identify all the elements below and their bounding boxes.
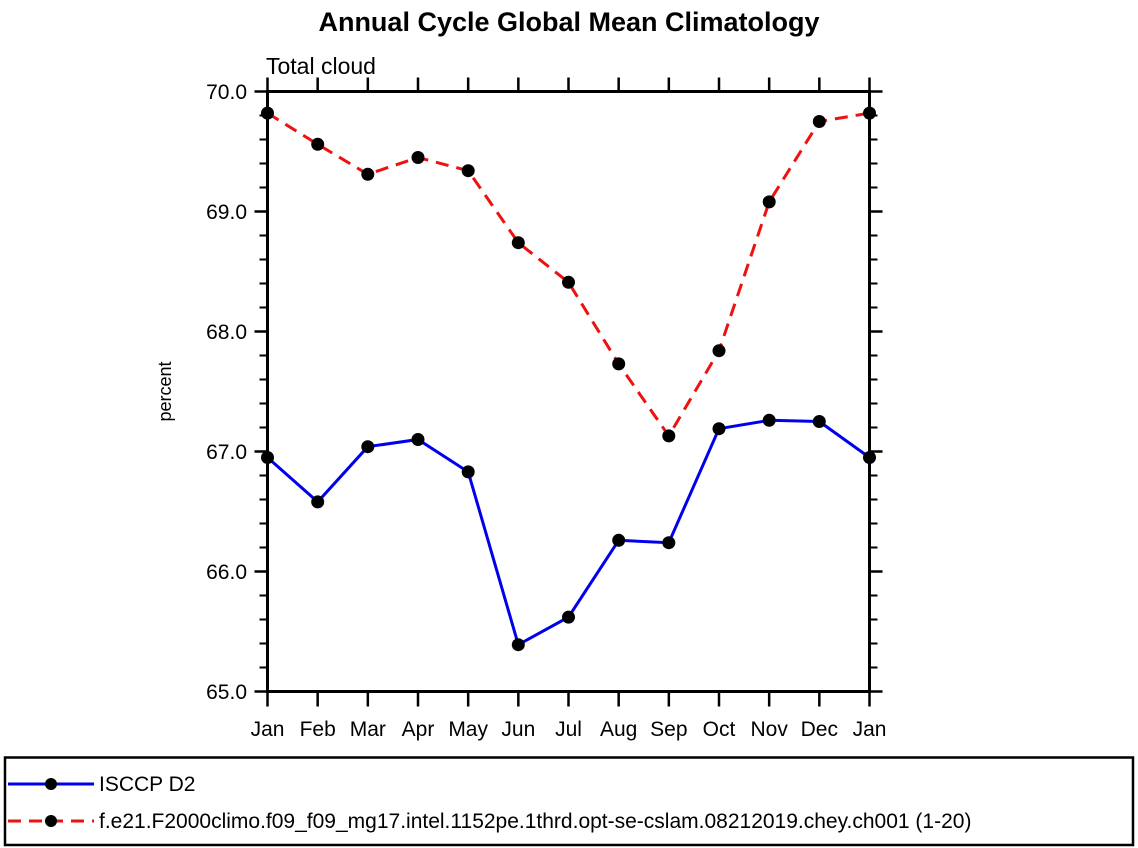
x-tick-label: Jul xyxy=(555,718,582,741)
legend-label-obs: ISCCP D2 xyxy=(99,773,195,796)
legend: ISCCP D2 f.e21.F2000climo.f09_f09_mg17.i… xyxy=(3,756,1135,847)
chart-title: Annual Cycle Global Mean Climatology xyxy=(318,7,819,37)
y-tick-label: 66.0 xyxy=(206,561,247,584)
legend-box xyxy=(3,756,1135,847)
series-1-marker xyxy=(562,275,575,289)
x-tick-label: Mar xyxy=(350,718,386,741)
x-tick-label: Jan xyxy=(853,718,887,741)
series-0-marker xyxy=(261,451,274,464)
series-0-marker xyxy=(863,451,876,464)
series-0-marker xyxy=(662,536,676,550)
x-tick-label: Aug xyxy=(600,718,637,741)
series-0-marker xyxy=(411,433,425,446)
x-tick-label: Sep xyxy=(650,718,687,741)
series-line-1 xyxy=(266,111,870,439)
series-1-marker xyxy=(411,151,425,164)
series-1-marker xyxy=(261,106,274,120)
series-0-marker xyxy=(762,413,776,427)
series-1-marker xyxy=(511,236,525,250)
chart-subtitle: Total cloud xyxy=(266,53,376,79)
y-tick-label: 65.0 xyxy=(206,681,247,704)
series-1-marker xyxy=(662,429,676,443)
series-1-marker xyxy=(762,195,776,209)
series-0-marker xyxy=(612,533,626,547)
y-tick-label: 69.0 xyxy=(206,201,247,224)
series-0-marker xyxy=(562,610,575,624)
x-tick-label: Feb xyxy=(300,718,336,741)
legend-label-model: f.e21.F2000climo.f09_f09_mg17.intel.1152… xyxy=(99,810,971,833)
legend-entry-model: f.e21.F2000climo.f09_f09_mg17.intel.1152… xyxy=(8,810,971,833)
series-0-marker xyxy=(812,415,826,428)
series-1-marker xyxy=(361,167,375,181)
y-tick-label: 67.0 xyxy=(206,441,247,464)
y-axis-title: percent xyxy=(155,361,175,421)
x-tick-label: Apr xyxy=(402,718,435,741)
legend-marker-dot xyxy=(45,778,57,790)
series-1-marker xyxy=(812,115,826,128)
x-tick-label: Jun xyxy=(501,718,535,741)
legend-marker-dot xyxy=(45,815,57,827)
series-0-marker xyxy=(311,495,325,509)
y-tick-label: 68.0 xyxy=(206,321,247,344)
series-1-marker xyxy=(863,106,876,120)
legend-entry-obs: ISCCP D2 xyxy=(8,773,195,796)
series-0-marker xyxy=(361,440,375,454)
series-1-marker xyxy=(612,357,626,371)
plot-axes: 65.0 66.0 67.0 68.0 69.0 70.0 Jan Feb Mar Apr May J… xyxy=(206,77,887,741)
x-tick-label: Oct xyxy=(703,718,736,741)
data-series xyxy=(261,106,876,652)
x-tick-label: Dec xyxy=(801,718,838,741)
series-0-marker xyxy=(511,638,525,652)
y-tick-label: 70.0 xyxy=(206,81,247,104)
series-1-marker xyxy=(311,137,325,151)
series-1-marker xyxy=(461,164,475,178)
x-tick-label: Nov xyxy=(750,718,788,741)
x-tick-label: May xyxy=(448,718,488,741)
series-0-marker xyxy=(712,422,726,436)
series-0-marker xyxy=(461,465,475,479)
plot-frame xyxy=(266,90,871,693)
x-tick-label: Jan xyxy=(251,718,285,741)
series-1-marker xyxy=(712,344,726,358)
